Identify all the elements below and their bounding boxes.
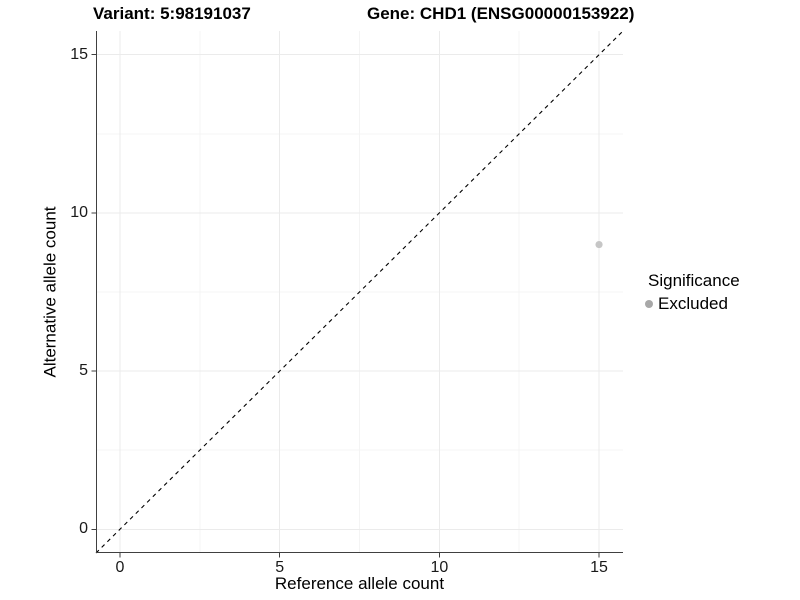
x-tick-label: 15 (590, 559, 608, 576)
y-tick-label: 0 (79, 520, 88, 538)
y-tick-label: 15 (70, 45, 88, 63)
y-tick-label: 10 (70, 203, 88, 221)
legend-title: Significance (648, 271, 740, 290)
x-axis-title: Reference allele count (274, 574, 445, 593)
legend-entry-label: Excluded (658, 294, 728, 313)
y-axis-title: Alternative allele count (40, 31, 62, 553)
data-point (595, 240, 603, 249)
y-axis-title-text: Alternative allele count (41, 206, 61, 378)
identity-reference-line (95, 31, 624, 554)
plot-panel (91, 31, 624, 558)
x-tick-label: 5 (275, 559, 285, 576)
x-tick-label: 0 (115, 559, 125, 576)
legend: Significance Excluded (645, 271, 740, 313)
plot-title-gene: Gene: CHD1 (ENSG00000153922) (367, 4, 635, 23)
y-tick-label: 5 (79, 362, 88, 380)
legend-entry-excluded: Excluded (645, 294, 740, 313)
legend-key-dot-icon (645, 299, 653, 308)
x-tick-label: 10 (430, 559, 449, 576)
plot-title-variant: Variant: 5:98191037 (93, 4, 251, 23)
